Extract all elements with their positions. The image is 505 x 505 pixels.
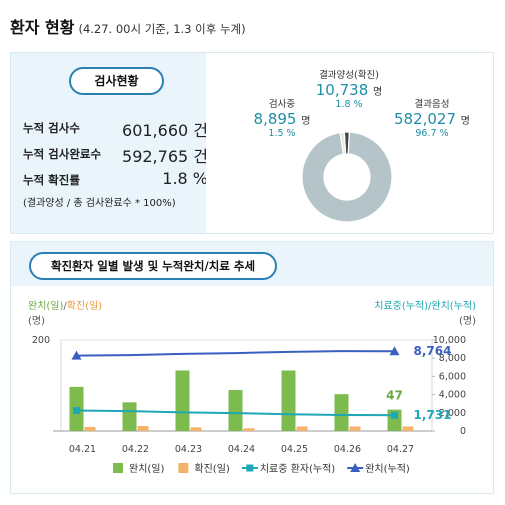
- positive-value: 10,738: [315, 81, 369, 99]
- total-tests-value: 601,660 건: [122, 121, 208, 140]
- positive-pct: 1.8 %: [335, 99, 363, 110]
- negative-label: 결과음성: [414, 99, 450, 110]
- testing-unit: 명: [301, 116, 311, 127]
- total-tests-label: 누적 검사수: [23, 121, 80, 135]
- testing-pct: 1.5 %: [268, 128, 296, 139]
- trend-chart-pill: 확진환자 일별 발생 및 누적완치/치료 추세: [29, 252, 277, 280]
- test-status-pill: 검사현황: [69, 67, 164, 95]
- test-result-donut: [301, 131, 393, 223]
- negative-unit: 명: [460, 116, 470, 127]
- positive-label: 결과양성(확진): [319, 70, 379, 81]
- test-result-donut-panel: 결과양성(확진) 10,738 명 1.8 % 검사중 8,895 명 1.5 …: [206, 53, 493, 233]
- negative-pct: 96.7 %: [415, 128, 449, 139]
- positive-rate-value: 1.8 %: [162, 169, 208, 188]
- donut-slice-testing: [339, 131, 347, 155]
- completed-tests-label: 누적 검사완료수: [23, 147, 102, 161]
- completed-tests-value: 592,765 건: [122, 147, 208, 166]
- testing-label: 검사중: [268, 99, 296, 110]
- page-header: 환자 현황 (4.27. 00시 기준, 1.3 이후 누계): [10, 14, 246, 38]
- negative-legend: 결과음성 582,027 명 96.7 %: [377, 96, 487, 139]
- donut-slice-negative: [301, 131, 393, 223]
- page-title: 환자 현황: [10, 18, 75, 37]
- testing-value: 8,895: [253, 110, 297, 128]
- negative-value: 582,027: [393, 110, 457, 128]
- positive-legend: 결과양성(확진) 10,738 명 1.8 %: [289, 67, 409, 110]
- trend-chart-panel: 확진환자 일별 발생 및 누적완치/치료 추세: [10, 241, 494, 494]
- positive-unit: 명: [373, 87, 383, 98]
- page-subtitle: (4.27. 00시 기준, 1.3 이후 누계): [78, 22, 246, 36]
- positive-rate-label: 누적 확진률: [23, 173, 80, 187]
- testing-legend: 검사중 8,895 명 1.5 %: [232, 96, 332, 139]
- positive-rate-note: (결과양성 / 총 검사완료수 * 100%): [23, 198, 176, 209]
